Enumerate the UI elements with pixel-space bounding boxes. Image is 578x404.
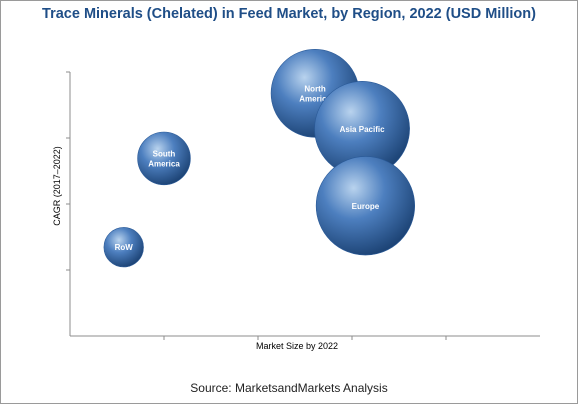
- bubble-europe: [315, 156, 416, 256]
- bubbles: RoW South America North America Asia Pacific E…: [103, 48, 416, 268]
- bubble-south-america: [137, 131, 191, 186]
- x-axis-label: Market Size by 2022: [256, 341, 338, 351]
- chart-title: Trace Minerals (Chelated) in Feed Market…: [42, 6, 536, 22]
- y-axis-label: CAGR (2017–2022): [52, 146, 62, 226]
- source-note: Source: MarketsandMarkets Analysis: [190, 381, 388, 395]
- bubble-label: North America: [299, 84, 331, 103]
- bubble-label: RoW: [115, 243, 134, 252]
- bubble-label: Europe: [352, 202, 380, 211]
- bubble-row: [103, 227, 144, 268]
- bubble-label: South America: [148, 149, 180, 168]
- bubble-label: Asia Pacific: [340, 125, 385, 134]
- axes: [66, 71, 540, 340]
